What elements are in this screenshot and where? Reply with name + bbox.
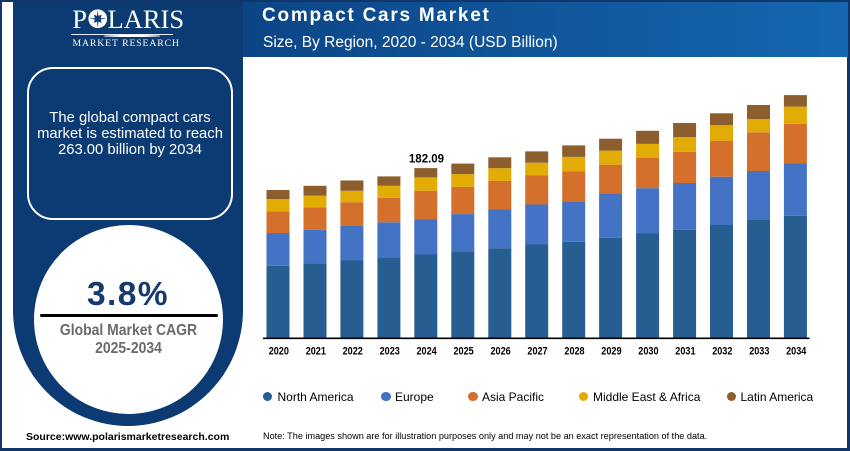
svg-text:2034: 2034 bbox=[786, 345, 806, 357]
svg-text:2020: 2020 bbox=[269, 345, 289, 357]
svg-text:2024: 2024 bbox=[417, 345, 437, 357]
svg-text:2030: 2030 bbox=[638, 345, 658, 357]
svg-text:2031: 2031 bbox=[675, 345, 695, 357]
svg-text:2022: 2022 bbox=[343, 345, 363, 357]
svg-text:2033: 2033 bbox=[749, 345, 769, 357]
svg-text:2025: 2025 bbox=[454, 345, 474, 357]
svg-text:2023: 2023 bbox=[380, 345, 400, 357]
svg-text:182.09: 182.09 bbox=[409, 153, 444, 165]
svg-text:2029: 2029 bbox=[601, 345, 621, 357]
svg-text:2028: 2028 bbox=[564, 345, 584, 357]
svg-text:2026: 2026 bbox=[491, 345, 511, 357]
svg-text:2027: 2027 bbox=[527, 345, 547, 357]
svg-text:2021: 2021 bbox=[306, 345, 326, 357]
svg-text:2032: 2032 bbox=[712, 345, 732, 357]
